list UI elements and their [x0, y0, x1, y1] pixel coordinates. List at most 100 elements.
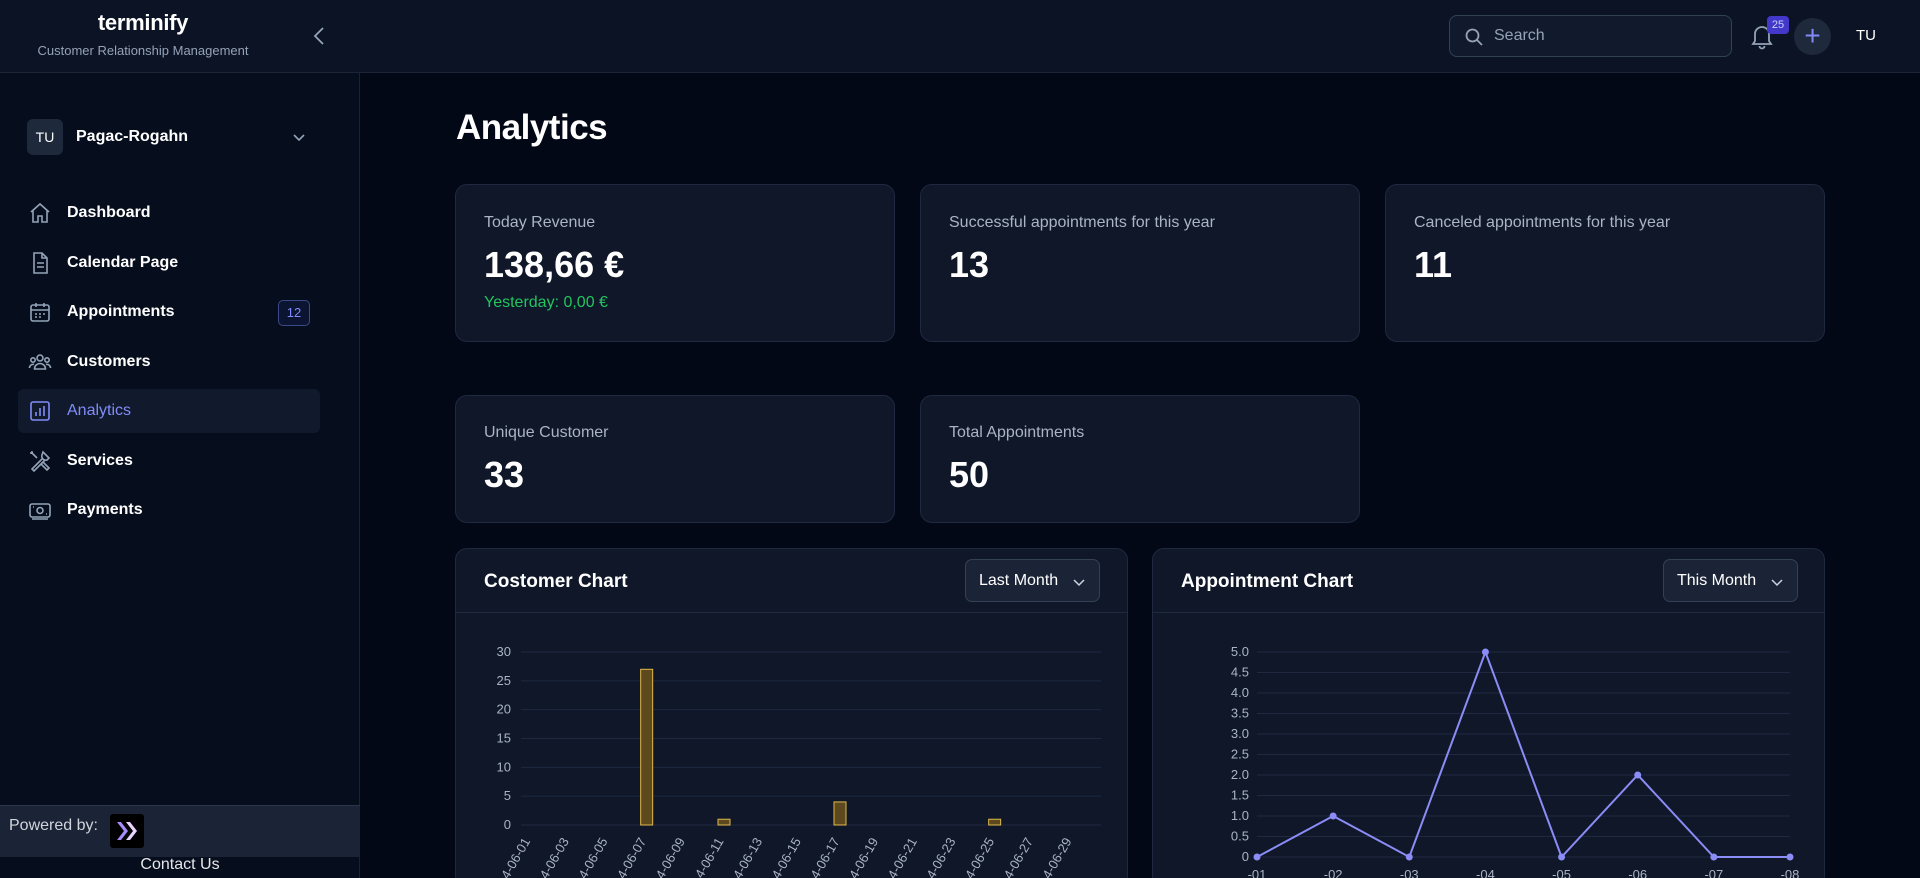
y-tick-label: 0 [1242, 849, 1249, 864]
y-tick-label: 3.0 [1231, 726, 1249, 741]
y-tick-label: 5.0 [1231, 644, 1249, 659]
home-icon [30, 202, 50, 223]
x-tick-label: 4-06-25 [962, 835, 997, 878]
add-button[interactable]: + [1794, 18, 1831, 55]
appointments-count-badge: 12 [278, 300, 310, 326]
select-value: This Month [1677, 572, 1757, 589]
brand-name: terminify [97, 10, 189, 35]
appointment-chart-period-select[interactable]: This Month [1663, 559, 1798, 602]
stat-value: 13 [949, 244, 990, 285]
y-tick-label: 20 [497, 702, 511, 717]
x-tick-label: -05 [1552, 867, 1571, 878]
bar [640, 668, 654, 826]
y-tick-label: 3.5 [1231, 706, 1249, 721]
y-tick-label: 2.5 [1231, 747, 1249, 762]
x-tick-label: 4-06-05 [575, 835, 610, 878]
search-input[interactable] [1494, 24, 1724, 48]
x-tick-label: 4-06-15 [769, 835, 804, 878]
y-tick-label: 4.5 [1231, 665, 1249, 680]
bar [833, 801, 847, 826]
chevron-down-icon [1771, 579, 1783, 587]
x-tick-label: -06 [1628, 867, 1647, 878]
data-point [1481, 648, 1489, 656]
appointment-chart-card: Appointment Chart This Month 0 0.5 1.0 1.5 2… [1152, 548, 1825, 878]
stat-label: Today Revenue [484, 214, 596, 231]
money-icon [29, 503, 51, 520]
stat-card-total-appointments: Total Appointments 50 [920, 395, 1360, 523]
data-point [1786, 853, 1794, 861]
tools-icon [30, 450, 51, 472]
org-name: Pagac-Rogahn [76, 128, 189, 145]
x-tick-label: -04 [1476, 867, 1495, 878]
sidebar-item-customers[interactable]: Customers [18, 340, 320, 384]
data-point [1634, 771, 1642, 779]
org-switcher[interactable]: TU Pagac-Rogahn [27, 119, 317, 155]
contact-us-link[interactable]: Contact Us [140, 856, 220, 873]
powered-by-logo[interactable] [110, 814, 144, 848]
stat-card-unique-customers: Unique Customer 33 [455, 395, 895, 523]
stat-value: 138,66 € [484, 244, 625, 285]
x-tick-label: 4-06-09 [653, 835, 688, 878]
powered-by-label: Powered by: [9, 817, 98, 834]
document-icon [33, 251, 48, 274]
x-tick-label: -08 [1781, 867, 1800, 878]
sidebar-item-analytics[interactable]: Analytics [18, 389, 320, 433]
logo-mark-icon [117, 822, 137, 840]
y-tick-label: 5 [504, 788, 511, 803]
y-tick-label: 1.5 [1231, 788, 1249, 803]
chart-header: Costomer Chart Last Month [456, 549, 1127, 613]
sidebar-item-services[interactable]: Services [18, 439, 320, 483]
x-tick-label: 4-06-11 [692, 835, 727, 878]
sidebar-item-payments[interactable]: Payments [18, 488, 320, 532]
page-title: Analytics [456, 108, 608, 147]
stat-value: 11 [1414, 244, 1453, 285]
stat-card-today-revenue: Today Revenue 138,66 € Yesterday: 0,00 € [455, 184, 895, 342]
y-tick-label: 4.0 [1231, 685, 1249, 700]
x-tick-label: 4-06-01 [498, 835, 533, 878]
sidebar-item-calendar-page[interactable]: Calendar Page [18, 241, 320, 285]
calendar-icon [30, 303, 50, 322]
sidebar-item-label: Calendar Page [67, 253, 179, 271]
x-tick-label: -01 [1248, 867, 1267, 878]
chevron-down-icon [1073, 579, 1085, 587]
customer-bar-chart: 0 5 10 15 20 25 30 4-06-01 4-06-03 4-06-05 4-06-07… [497, 644, 1101, 878]
notifications-badge: 25 [1767, 16, 1789, 34]
x-tick-label: 4-06-29 [1039, 835, 1074, 878]
y-tick-label: 1.0 [1231, 808, 1249, 823]
collapse-sidebar-button[interactable] [308, 24, 332, 48]
stat-card-canceled-appointments: Canceled appointments for this year 11 [1385, 184, 1825, 342]
stat-label: Canceled appointments for this year [1414, 214, 1671, 231]
customer-chart-period-select[interactable]: Last Month [965, 559, 1100, 602]
brand[interactable]: terminify Customer Relationship Manageme… [27, 10, 259, 58]
sidebar-item-dashboard[interactable]: Dashboard [18, 191, 320, 235]
sidebar-item-appointments[interactable]: Appointments 12 [18, 290, 320, 334]
sidebar-item-label: Payments [67, 501, 143, 518]
sidebar-item-label: Services [67, 451, 133, 469]
x-tick-label: 4-06-27 [1001, 835, 1036, 878]
x-tick-label: 4-06-13 [730, 835, 765, 878]
stat-subtext: Yesterday: 0,00 € [484, 294, 608, 311]
search-icon [1465, 28, 1483, 46]
data-point [1710, 853, 1718, 861]
customer-chart-card: Costomer Chart Last Month 0 5 10 15 20 25 30 4-… [455, 548, 1128, 878]
select-value: Last Month [979, 572, 1059, 589]
notifications-button[interactable] [1749, 22, 1777, 52]
search-box[interactable] [1449, 15, 1732, 57]
series-line [1256, 649, 1790, 859]
y-tick-label: 15 [497, 731, 511, 746]
x-tick-label: 4-06-03 [537, 835, 572, 878]
chevron-left-icon [313, 27, 324, 45]
user-menu[interactable]: TU [1856, 27, 1876, 44]
y-tick-label: 0 [504, 817, 511, 832]
top-bar: terminify Customer Relationship Manageme… [0, 0, 1920, 73]
y-tick-label: 10 [497, 759, 511, 774]
stat-value: 33 [484, 454, 525, 495]
y-tick-label: 0.5 [1231, 829, 1249, 844]
data-point [1558, 853, 1566, 861]
y-tick-label: 25 [497, 673, 511, 688]
bar [988, 818, 1002, 826]
x-tick-label: -03 [1400, 867, 1419, 878]
x-tick-label: 4-06-21 [885, 835, 920, 878]
appointment-line-chart: 0 0.5 1.0 1.5 2.0 2.5 3.0 3.5 4.0 4.5 5.0 -01 -02 -03… [1231, 644, 1800, 878]
chart-title: Appointment Chart [1181, 571, 1354, 592]
